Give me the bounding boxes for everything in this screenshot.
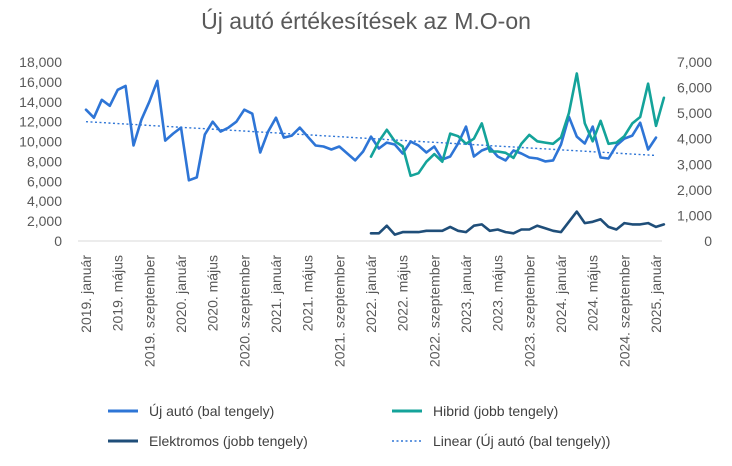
left-tick-label: 16,000: [19, 74, 62, 90]
right-tick-label: 2,000: [677, 182, 712, 198]
x-tick-label: 2019. január: [78, 255, 94, 333]
x-tick-label: 2020. január: [173, 255, 189, 333]
left-tick-label: 10,000: [19, 134, 62, 150]
right-tick-label: 7,000: [677, 54, 712, 70]
right-tick-label: 6,000: [677, 80, 712, 96]
right-tick-label: 1,000: [677, 207, 712, 223]
legend-label: Új autó (bal tengely): [149, 403, 274, 419]
x-tick-label: 2022. május: [395, 255, 411, 331]
legend-label: Linear (Új autó (bal tengely)): [433, 433, 610, 449]
x-tick-label: 2023. május: [490, 255, 506, 331]
legend-label: Elektromos (jobb tengely): [149, 433, 308, 449]
x-tick-label: 2024. május: [585, 255, 601, 331]
x-tick-label: 2019. szeptember: [141, 255, 157, 367]
left-tick-label: 14,000: [19, 94, 62, 110]
x-tick-label: 2024. január: [553, 255, 569, 333]
x-tick-label: 2024. szeptember: [616, 255, 632, 367]
x-tick-label: 2022. január: [363, 255, 379, 333]
left-tick-label: 4,000: [27, 193, 62, 209]
x-tick-label: 2021. január: [268, 255, 284, 333]
x-tick-label: 2020. május: [205, 255, 221, 331]
left-tick-label: 0: [54, 233, 62, 249]
x-tick-label: 2019. május: [110, 255, 126, 331]
right-tick-label: 4,000: [677, 131, 712, 147]
left-tick-label: 8,000: [27, 153, 62, 169]
x-tick-label: 2023. január: [458, 255, 474, 333]
x-tick-label: 2022. szeptember: [426, 255, 442, 367]
right-tick-label: 0: [704, 233, 712, 249]
x-tick-label: 2020. szeptember: [236, 255, 252, 367]
chart-title: Új autó értékesítések az M.O-on: [201, 8, 531, 34]
x-tick-label: 2025. január: [648, 255, 664, 333]
trendline: [85, 120, 657, 157]
left-tick-label: 18,000: [19, 54, 62, 70]
x-tick-label: 2023. szeptember: [521, 255, 537, 367]
series-line-2: [369, 72, 666, 178]
left-tick-label: 2,000: [27, 213, 62, 229]
x-tick-label: 2021. szeptember: [331, 255, 347, 367]
right-tick-label: 3,000: [677, 156, 712, 172]
left-tick-label: 6,000: [27, 173, 62, 189]
x-tick-label: 2021. május: [300, 255, 316, 331]
series-line-3: [369, 210, 666, 236]
series-line-1: [84, 79, 658, 182]
left-tick-label: 12,000: [19, 114, 62, 130]
legend-label: Hibrid (jobb tengely): [433, 403, 558, 419]
right-tick-label: 5,000: [677, 105, 712, 121]
